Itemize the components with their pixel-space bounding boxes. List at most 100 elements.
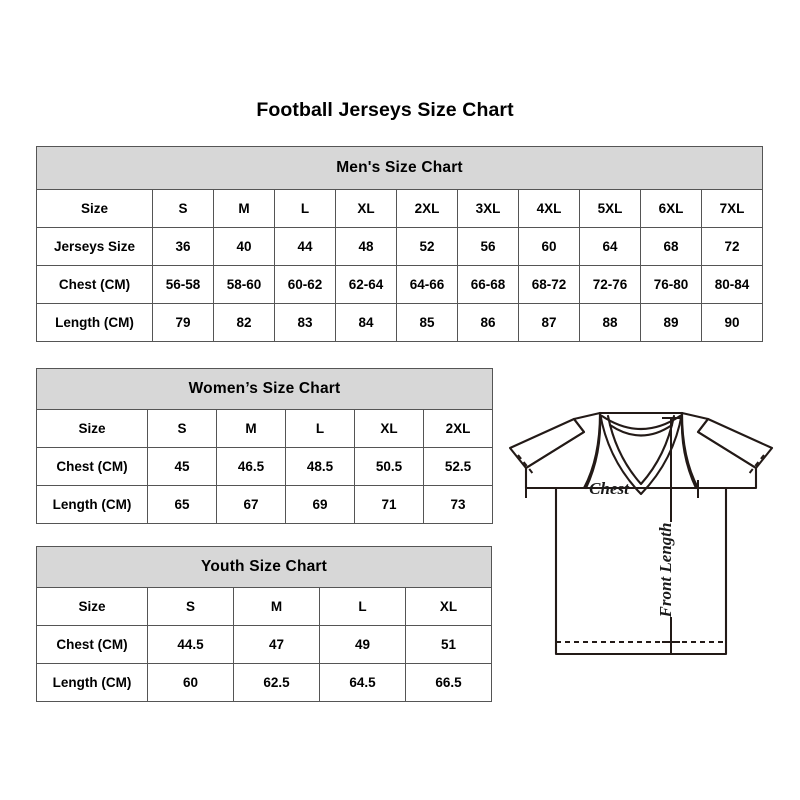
table-cell: 90 (701, 303, 763, 342)
table-cell: XL (335, 189, 397, 228)
row-header-length: Length (CM) (36, 303, 153, 342)
table-cell: L (274, 189, 336, 228)
table-cell: 64.5 (319, 663, 406, 702)
table-cell: 65 (147, 485, 217, 524)
table-cell: 60-62 (274, 265, 336, 304)
jersey-torso (554, 486, 728, 656)
youth-table-caption-row: Youth Size Chart (36, 546, 492, 588)
table-cell: 67 (216, 485, 286, 524)
table-cell: 4XL (518, 189, 580, 228)
table-cell: 52 (396, 227, 458, 266)
table-cell: 66.5 (405, 663, 492, 702)
row-header-size: Size (36, 189, 153, 228)
table-cell: 76-80 (640, 265, 702, 304)
table-cell: 48.5 (285, 447, 355, 486)
table-cell: 64-66 (396, 265, 458, 304)
table-cell: 6XL (640, 189, 702, 228)
table-row: Length (CM) 79 82 83 84 85 86 87 88 89 9… (36, 303, 763, 342)
table-row: Length (CM) 60 62.5 64.5 66.5 (36, 663, 492, 702)
table-cell: 62.5 (233, 663, 320, 702)
table-cell: 72-76 (579, 265, 641, 304)
row-header-jerseys-size: Jerseys Size (36, 227, 153, 266)
table-cell: XL (405, 587, 492, 626)
table-cell: 3XL (457, 189, 519, 228)
table-cell: 2XL (423, 409, 493, 448)
table-row: Chest (CM) 44.5 47 49 51 (36, 625, 492, 664)
row-header-length: Length (CM) (36, 485, 148, 524)
table-cell: 45 (147, 447, 217, 486)
chest-measurement-label: Chest (589, 479, 630, 498)
table-cell: L (319, 587, 406, 626)
row-header-length: Length (CM) (36, 663, 148, 702)
left-cuff-dashed-hem (517, 454, 535, 476)
table-cell: 87 (518, 303, 580, 342)
table-cell: 84 (335, 303, 397, 342)
row-header-size: Size (36, 409, 148, 448)
table-row: Size S M L XL 2XL (36, 409, 493, 448)
row-header-chest: Chest (CM) (36, 265, 153, 304)
front-length-measurement-label: Front Length (656, 523, 675, 619)
right-armhole-seam (680, 411, 698, 490)
table-cell: 56 (457, 227, 519, 266)
table-cell: 68-72 (518, 265, 580, 304)
left-sleeve-cuff-panel (508, 417, 586, 470)
table-cell: 60 (518, 227, 580, 266)
table-cell: 79 (152, 303, 214, 342)
table-cell: 73 (423, 485, 493, 524)
table-cell: L (285, 409, 355, 448)
page-title: Football Jerseys Size Chart (256, 99, 514, 121)
table-cell: 62-64 (335, 265, 397, 304)
table-row: Chest (CM) 56-58 58-60 60-62 62-64 64-66… (36, 265, 763, 304)
mens-table-caption-row: Men's Size Chart (36, 146, 763, 190)
table-cell: 82 (213, 303, 275, 342)
table-cell: S (147, 409, 217, 448)
table-cell: 85 (396, 303, 458, 342)
table-cell: 49 (319, 625, 406, 664)
table-row: Size S M L XL (36, 587, 492, 626)
jersey-measurement-diagram: Chest Front Length (496, 402, 786, 682)
right-cuff-dashed-hem (747, 454, 765, 476)
table-cell: 50.5 (354, 447, 424, 486)
table-cell: 64 (579, 227, 641, 266)
table-row: Size S M L XL 2XL 3XL 4XL 5XL 6XL 7XL (36, 189, 763, 228)
table-cell: M (216, 409, 286, 448)
womens-table-caption: Women’s Size Chart (36, 368, 493, 410)
table-cell: 51 (405, 625, 492, 664)
table-cell: 36 (152, 227, 214, 266)
table-cell: 46.5 (216, 447, 286, 486)
table-cell: 68 (640, 227, 702, 266)
table-cell: 40 (213, 227, 275, 266)
collar-band-curve-outer (600, 414, 682, 431)
table-cell: 44.5 (147, 625, 234, 664)
table-cell: S (147, 587, 234, 626)
womens-size-table: Women’s Size Chart Size S M L XL 2XL Che… (36, 368, 493, 524)
v-neck-inner (606, 414, 676, 486)
row-header-chest: Chest (CM) (36, 625, 148, 664)
womens-table-caption-row: Women’s Size Chart (36, 368, 493, 410)
youth-table-caption: Youth Size Chart (36, 546, 492, 588)
table-cell: 5XL (579, 189, 641, 228)
table-cell: S (152, 189, 214, 228)
table-cell: 89 (640, 303, 702, 342)
right-sleeve-cuff-panel (696, 417, 774, 470)
table-cell: 47 (233, 625, 320, 664)
table-row: Length (CM) 65 67 69 71 73 (36, 485, 493, 524)
table-cell: 58-60 (213, 265, 275, 304)
youth-size-table: Youth Size Chart Size S M L XL Chest (CM… (36, 546, 492, 702)
table-cell: 71 (354, 485, 424, 524)
table-cell: 88 (579, 303, 641, 342)
table-cell: 66-68 (457, 265, 519, 304)
table-cell: M (213, 189, 275, 228)
collar-band-curve-inner (608, 423, 674, 437)
table-cell: 83 (274, 303, 336, 342)
table-cell: 69 (285, 485, 355, 524)
table-cell: 80-84 (701, 265, 763, 304)
table-cell: 44 (274, 227, 336, 266)
mens-table-caption: Men's Size Chart (36, 146, 763, 190)
table-cell: 48 (335, 227, 397, 266)
table-cell: 2XL (396, 189, 458, 228)
table-cell: 60 (147, 663, 234, 702)
row-header-size: Size (36, 587, 148, 626)
mens-size-table: Men's Size Chart Size S M L XL 2XL 3XL 4… (36, 146, 763, 342)
